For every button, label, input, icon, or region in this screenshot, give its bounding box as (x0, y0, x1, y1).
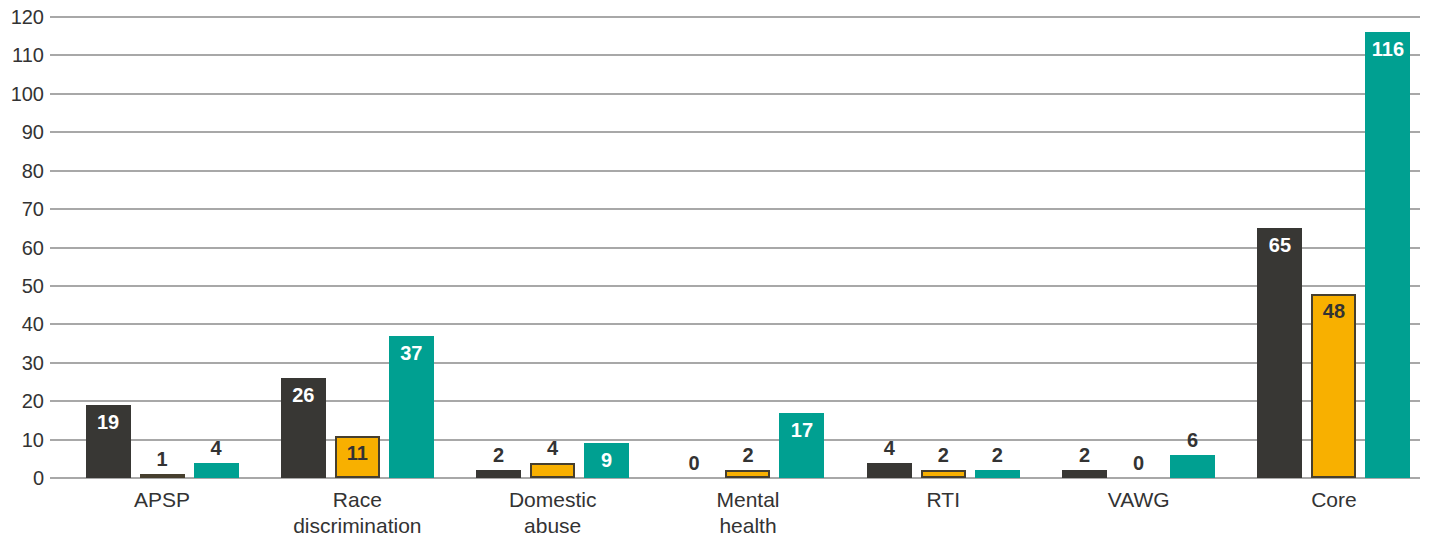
value-label-teal-rti: 2 (965, 443, 1029, 467)
value-label-teal-apsp: 4 (184, 436, 248, 460)
bar-teal-vawg (1170, 455, 1215, 478)
value-label-dark-race-discrimination: 26 (271, 383, 335, 407)
gridline-20 (50, 400, 1420, 402)
y-tick-label-70: 70 (0, 197, 44, 221)
bar-teal-apsp (194, 463, 239, 478)
gridline-30 (50, 362, 1420, 364)
category-label-line: Core (1219, 487, 1440, 513)
value-label-dark-core: 65 (1248, 233, 1312, 257)
bar-amber-rti (921, 470, 966, 478)
category-label-core: Core (1219, 487, 1440, 513)
value-label-teal-domestic-abuse: 9 (575, 448, 639, 472)
y-tick-label-20: 20 (0, 389, 44, 413)
y-tick-label-110: 110 (0, 43, 44, 67)
value-label-teal-mental-health: 17 (770, 418, 834, 442)
bar-dark-vawg (1062, 470, 1107, 478)
y-tick-label-50: 50 (0, 274, 44, 298)
y-tick-label-30: 30 (0, 351, 44, 375)
gridline-60 (50, 247, 1420, 249)
gridline-50 (50, 285, 1420, 287)
value-label-teal-race-discrimination: 37 (379, 341, 443, 365)
gridline-80 (50, 170, 1420, 172)
bar-dark-rti (867, 463, 912, 478)
gridline-120 (50, 16, 1420, 18)
bar-dark-core (1257, 228, 1302, 478)
category-label-line: health (633, 513, 863, 539)
gridline-90 (50, 131, 1420, 133)
y-tick-label-120: 120 (0, 5, 44, 29)
bar-teal-rti (975, 470, 1020, 478)
gridline-40 (50, 323, 1420, 325)
value-label-teal-core: 116 (1356, 37, 1420, 61)
bar-amber-apsp (140, 474, 185, 478)
gridline-100 (50, 93, 1420, 95)
value-label-teal-vawg: 6 (1161, 428, 1225, 452)
bar-teal-core (1365, 32, 1410, 478)
bar-amber-domestic-abuse (530, 463, 575, 478)
value-label-amber-vawg: 0 (1107, 451, 1171, 475)
y-tick-label-80: 80 (0, 159, 44, 183)
y-tick-label-100: 100 (0, 82, 44, 106)
value-label-amber-core: 48 (1302, 299, 1366, 323)
y-tick-label-40: 40 (0, 312, 44, 336)
value-label-dark-apsp: 19 (76, 410, 140, 434)
y-tick-label-90: 90 (0, 120, 44, 144)
y-tick-label-0: 0 (0, 466, 44, 490)
y-tick-label-60: 60 (0, 236, 44, 260)
y-tick-label-10: 10 (0, 428, 44, 452)
gridline-110 (50, 54, 1420, 56)
gridline-70 (50, 208, 1420, 210)
value-label-amber-mental-health: 2 (716, 443, 780, 467)
bar-amber-mental-health (725, 470, 770, 478)
value-label-amber-race-discrimination: 11 (325, 441, 389, 465)
grouped-bar-chart: 0102030405060708090100110120 19142611372… (0, 0, 1440, 543)
bar-dark-domestic-abuse (476, 470, 521, 478)
